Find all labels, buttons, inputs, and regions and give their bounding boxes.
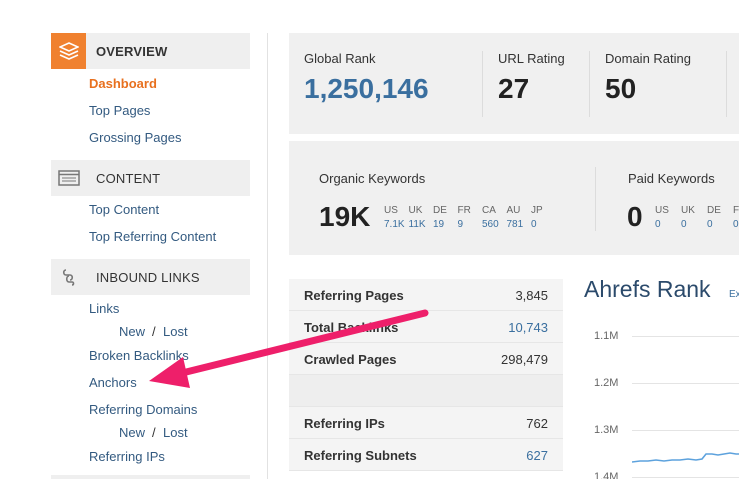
- content-section-header[interactable]: CONTENT: [51, 160, 250, 196]
- overview-section-header[interactable]: OVERVIEW: [51, 33, 250, 69]
- table-row: [289, 375, 563, 407]
- country-code: US: [384, 205, 398, 216]
- keywords-divider: [595, 167, 596, 231]
- layers-icon: [51, 33, 86, 69]
- country-code: DE: [707, 205, 721, 216]
- country-keyword-count[interactable]: 0: [733, 219, 739, 230]
- row-label: Total Backlinks: [304, 320, 399, 335]
- rank-stats-panel: Global Rank 1,250,146 URL Rating 27 Doma…: [289, 33, 739, 134]
- row-value: 298,479: [501, 352, 548, 367]
- paid-keywords-label: Paid Keywords: [628, 171, 715, 186]
- country-code: UK: [408, 205, 423, 216]
- country-keyword-count[interactable]: 0: [707, 219, 713, 230]
- sidebar-item-grossing-pages[interactable]: Grossing Pages: [89, 130, 182, 145]
- row-label: Referring Pages: [304, 288, 404, 303]
- country-keyword-count[interactable]: 781: [506, 219, 524, 230]
- country-code: FI: [733, 205, 739, 216]
- sidebar-item-referring-domains[interactable]: Referring Domains: [89, 402, 198, 417]
- country-keyword-count[interactable]: 0: [531, 219, 537, 230]
- country-code: DE: [433, 205, 447, 216]
- links-new-link[interactable]: New: [119, 324, 146, 339]
- domains-new-link[interactable]: New: [119, 425, 146, 440]
- keywords-panel: Organic Keywords 19K US 7.1K UK 11K DE 19 FR 9 C…: [289, 141, 739, 255]
- sidebar-item-top-referring-content[interactable]: Top Referring Content: [89, 229, 217, 244]
- country-keyword-count[interactable]: 0: [655, 219, 661, 230]
- next-section-header-edge: [51, 475, 250, 479]
- row-label: Referring IPs: [304, 416, 385, 431]
- inbound-links-title: INBOUND LINKS: [96, 270, 200, 285]
- sidebar-item-links[interactable]: Links: [89, 301, 120, 316]
- table-row: Total Backlinks 10,743: [289, 311, 563, 343]
- browser-window-icon: [51, 160, 86, 196]
- country-keyword-count[interactable]: 11K: [408, 219, 426, 230]
- url-rating-value: 27: [498, 73, 530, 104]
- stat-divider: [726, 51, 727, 117]
- sidebar-item-top-content[interactable]: Top Content: [89, 202, 160, 217]
- country-code: US: [655, 205, 669, 216]
- stat-divider: [482, 51, 483, 117]
- y-tick-label: 1.2M: [594, 377, 619, 389]
- y-tick-label: 1.1M: [594, 330, 619, 342]
- domain-rating-value: 50: [605, 73, 637, 104]
- links-lost-link[interactable]: Lost: [163, 324, 188, 339]
- country-keyword-count[interactable]: 7.1K: [384, 219, 405, 230]
- country-keyword-count[interactable]: 0: [681, 219, 687, 230]
- sidebar-item-top-pages[interactable]: Top Pages: [89, 103, 151, 118]
- url-rating-label: URL Rating: [498, 51, 565, 66]
- row-value[interactable]: 10,743: [508, 320, 548, 335]
- domains-lost-link[interactable]: Lost: [163, 425, 188, 440]
- table-row: Crawled Pages 298,479: [289, 343, 563, 375]
- country-code: AU: [506, 205, 521, 216]
- y-tick-label: 1.4M: [594, 471, 619, 479]
- inbound-links-section-header[interactable]: INBOUND LINKS: [51, 259, 250, 295]
- gridline: [632, 336, 739, 337]
- sidebar-item-broken-backlinks[interactable]: Broken Backlinks: [89, 348, 189, 363]
- organic-keywords-label: Organic Keywords: [319, 171, 426, 186]
- gridline: [632, 383, 739, 384]
- country-code: CA: [482, 205, 496, 216]
- global-rank-label: Global Rank: [304, 51, 376, 66]
- y-tick-label: 1.3M: [594, 424, 619, 436]
- row-label: Crawled Pages: [304, 352, 397, 367]
- sidebar-divider: [267, 33, 268, 479]
- table-row: Referring Subnets 627: [289, 439, 563, 471]
- global-rank-value: 1,250,146: [304, 73, 429, 104]
- chart-title: Ahrefs Rank: [584, 276, 711, 302]
- country-keyword-count[interactable]: 9: [457, 219, 464, 230]
- domain-rating-label: Domain Rating: [605, 51, 691, 66]
- country-code: UK: [681, 205, 695, 216]
- gridline: [632, 430, 739, 431]
- links-separator: /: [152, 324, 156, 339]
- stat-divider: [589, 51, 590, 117]
- link-chain-icon: [51, 259, 86, 295]
- content-title: CONTENT: [96, 171, 161, 186]
- country-keyword-count[interactable]: 19: [433, 219, 445, 230]
- table-row: Referring Pages 3,845: [289, 279, 563, 311]
- row-value: 3,845: [515, 288, 548, 303]
- organic-keywords-value: 19K: [319, 201, 371, 232]
- sidebar-item-dashboard[interactable]: Dashboard: [89, 76, 157, 91]
- chart-export-link[interactable]: Ex: [729, 289, 739, 300]
- sidebar-item-referring-ips[interactable]: Referring IPs: [89, 449, 165, 464]
- rank-line-chart: [632, 452, 739, 463]
- country-code: JP: [531, 205, 543, 216]
- country-code: FR: [457, 205, 471, 216]
- paid-keywords-value: 0: [627, 201, 643, 232]
- sidebar-item-anchors[interactable]: Anchors: [89, 375, 137, 390]
- gridline: [632, 477, 739, 478]
- country-keyword-count[interactable]: 560: [482, 219, 499, 230]
- row-value: 762: [526, 416, 548, 431]
- rank-series-line: [632, 452, 739, 463]
- sidebar: OVERVIEW Dashboard Top Pages Grossing Pa…: [0, 0, 260, 479]
- domains-separator: /: [152, 425, 156, 440]
- table-row: Referring IPs 762: [289, 407, 563, 439]
- row-value[interactable]: 627: [526, 448, 548, 463]
- overview-title: OVERVIEW: [96, 44, 168, 59]
- row-label: Referring Subnets: [304, 448, 417, 463]
